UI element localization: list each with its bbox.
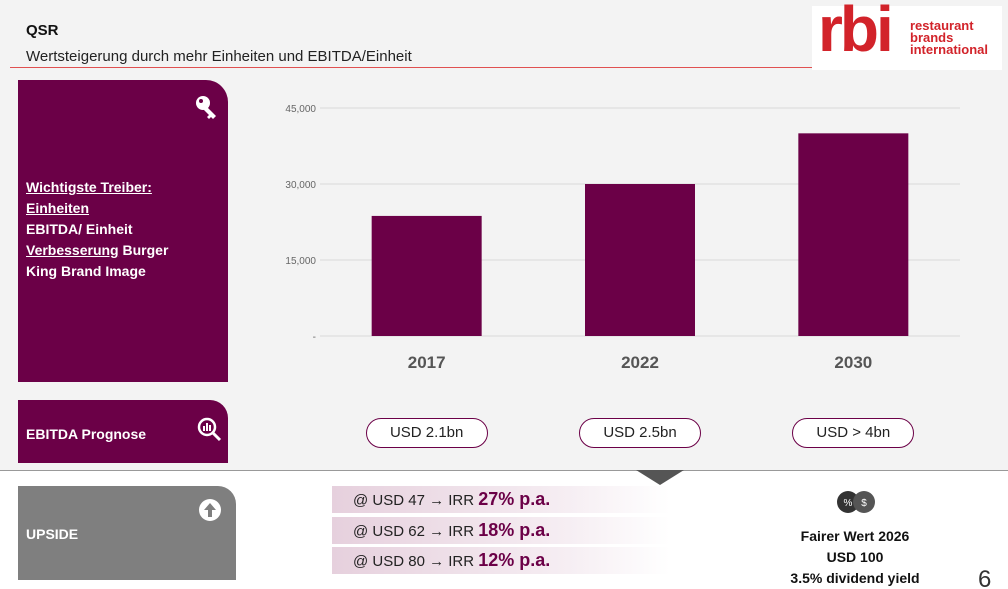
y-tick-label: 30,000: [285, 180, 316, 191]
drivers-text: Wichtigste Treiber: Einheiten EBITDA/ Einh…: [26, 177, 168, 282]
logo-text: restaurant brands international: [910, 18, 989, 57]
y-tick-label: -: [313, 332, 316, 343]
irr-row: @ USD 47 → IRR 27% p.a.: [332, 486, 670, 513]
logo-line: restaurant: [910, 18, 974, 33]
irr-highlight: 12% p.a.: [478, 550, 551, 570]
x-tick-label: 2030: [834, 353, 872, 372]
logo-line: international: [910, 42, 989, 57]
separator: [0, 470, 1008, 471]
irr-row: @ USD 62 → IRR 18% p.a.: [332, 516, 670, 544]
irr-row: @ USD 80 → IRR 12% p.a.: [332, 547, 670, 574]
driver-line: EBITDA/ Einheit: [26, 219, 168, 240]
irr-text: @ USD 47 → IRR: [353, 492, 479, 509]
fair-value-line: Fairer Wert 2026: [800, 528, 910, 544]
fair-value: Fairer Wert 2026 USD 100 3.5% dividend yie…: [755, 526, 955, 589]
bar: [798, 133, 909, 336]
svg-text:$: $: [861, 498, 867, 509]
upside-label: UPSIDE: [26, 526, 79, 542]
driver-text: Einheiten: [26, 200, 90, 216]
forecast-box: EBITDA Prognose: [18, 400, 228, 463]
driver-line: King Brand Image: [26, 261, 168, 282]
upside-box: UPSIDE: [18, 486, 236, 580]
driver-text: Burger: [118, 242, 169, 258]
driver-line: Wichtigste Treiber:: [26, 177, 168, 198]
up-icon: [199, 499, 221, 521]
fair-value-line: USD 100: [826, 549, 884, 565]
separator-arrow: [636, 470, 684, 485]
slide-subtitle: Wertsteigerung durch mehr Einheiten und …: [26, 48, 412, 65]
logo-mark: rbi: [818, 0, 894, 65]
x-tick-label: 2022: [621, 353, 659, 372]
driver-text: Wichtigste Treiber:: [26, 179, 152, 195]
header-rule: [10, 67, 812, 68]
logo-line: brands: [910, 30, 954, 45]
driver-text: EBITDA/ Einheit: [26, 221, 133, 237]
forecast-pill: USD 2.5bn: [579, 418, 701, 448]
key-icon: [196, 96, 216, 119]
driver-text: Verbesserung: [26, 242, 119, 258]
search-icon: [197, 417, 222, 442]
irr-highlight: 27% p.a.: [478, 489, 551, 509]
irr-highlight: 18% p.a.: [478, 519, 551, 540]
bar: [371, 215, 482, 336]
forecast-pill: USD 2.1bn: [365, 418, 488, 448]
irr-text: @ USD 80 → IRR: [353, 553, 479, 570]
slide-title: QSR: [26, 22, 59, 39]
logo: rbi restaurant brands international: [812, 0, 1002, 70]
value-icon: % $: [837, 491, 875, 513]
y-tick-label: 15,000: [285, 256, 316, 267]
x-tick-label: 2017: [408, 353, 446, 372]
driver-text: King Brand Image: [26, 263, 146, 279]
svg-text:%: %: [844, 498, 853, 509]
page-number: 6: [978, 566, 992, 589]
chart: - 15,000 30,000 45,000 2017 2022 2030: [285, 104, 960, 372]
bar: [585, 184, 695, 336]
driver-line: Einheiten: [26, 198, 168, 219]
forecast-pill: USD > 4bn: [792, 418, 915, 448]
fair-value-line: 3.5% dividend yield: [790, 570, 920, 586]
irr-text: @ USD 62 → IRR: [353, 522, 479, 540]
drivers-box: Wichtigste Treiber: Einheiten EBITDA/ Einh…: [18, 80, 228, 382]
driver-line: Verbesserung Burger: [26, 240, 168, 261]
forecast-label: EBITDA Prognose: [26, 426, 147, 442]
y-tick-label: 45,000: [285, 104, 316, 115]
